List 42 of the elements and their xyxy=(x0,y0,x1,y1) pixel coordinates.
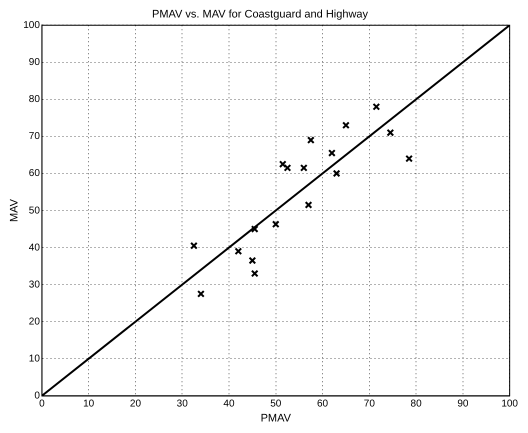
x-tick-label: 90 xyxy=(457,398,469,410)
x-tick-label: 80 xyxy=(410,398,422,410)
y-tick-label: 50 xyxy=(28,205,40,216)
point xyxy=(372,102,380,111)
point xyxy=(197,290,205,298)
point xyxy=(405,154,413,162)
point xyxy=(332,170,340,178)
x-tick-label: 70 xyxy=(364,398,376,410)
y-tick-label: 100 xyxy=(23,20,40,31)
point xyxy=(328,149,336,157)
x-axis-title: PMAV xyxy=(260,412,292,424)
y-axis-title: MAV xyxy=(8,198,21,222)
y-tick-label: 10 xyxy=(28,353,40,364)
point xyxy=(248,256,256,264)
x-tick-label: 100 xyxy=(501,398,518,410)
point xyxy=(342,121,350,130)
point xyxy=(250,225,259,233)
point xyxy=(278,160,287,168)
y-tick-label: 80 xyxy=(28,94,40,106)
y-tick-label: 70 xyxy=(28,131,40,142)
point xyxy=(272,220,280,228)
point xyxy=(284,164,292,172)
point xyxy=(304,201,312,209)
y-tick-label: 90 xyxy=(28,57,40,68)
y-tick-label: 0 xyxy=(34,390,40,402)
point xyxy=(300,164,308,172)
y-tick-label: 20 xyxy=(28,316,40,328)
x-tick-label: 50 xyxy=(270,398,282,410)
point xyxy=(250,270,259,278)
x-tick-label: 30 xyxy=(176,398,188,410)
point xyxy=(234,247,242,256)
chart-title: PMAV vs. MAV for Coastguard and Highway xyxy=(152,8,369,21)
y-tick-label: 60 xyxy=(28,168,40,180)
x-tick-label: 10 xyxy=(83,398,95,410)
x-tick-label: 60 xyxy=(316,398,329,410)
y-tick-label: 30 xyxy=(28,279,40,290)
x-tick-label: 20 xyxy=(130,398,142,410)
x-tick-label: 40 xyxy=(223,398,235,410)
point xyxy=(190,242,198,250)
y-tick-label: 40 xyxy=(28,242,40,254)
point xyxy=(307,136,315,144)
point xyxy=(386,128,394,137)
